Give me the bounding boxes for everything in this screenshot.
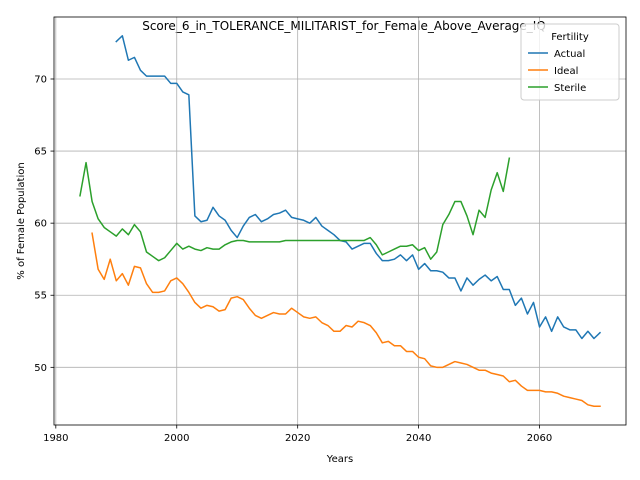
plot-frame bbox=[53, 16, 627, 426]
legend-label-ideal: Ideal bbox=[554, 66, 578, 77]
legend-label-sterile: Sterile bbox=[554, 83, 586, 94]
x-axis-label: Years bbox=[326, 454, 353, 465]
x-axis: 1980 2000 2020 2040 2060 bbox=[43, 425, 552, 444]
chart-title: Score_6_in_TOLERANCE_MILITARIST_for_Fema… bbox=[142, 19, 546, 33]
y-tick-label: 55 bbox=[34, 291, 47, 302]
y-tick-label: 65 bbox=[34, 147, 47, 158]
x-tick-label: 2020 bbox=[285, 433, 310, 444]
x-tick-label: 2060 bbox=[527, 433, 552, 444]
y-axis-label: % of Female Population bbox=[16, 162, 27, 279]
series-line-actual bbox=[115, 34, 602, 340]
series-line-sterile bbox=[79, 157, 511, 262]
legend-title: Fertility bbox=[551, 32, 589, 43]
series-layer bbox=[79, 34, 602, 408]
y-axis: 50 55 60 65 70 bbox=[34, 74, 54, 374]
x-tick-label: 2040 bbox=[406, 433, 431, 444]
y-tick-label: 50 bbox=[34, 363, 47, 374]
legend-label-actual: Actual bbox=[554, 49, 585, 60]
legend-box bbox=[520, 23, 620, 101]
legend: Fertility Actual Ideal Sterile bbox=[520, 23, 620, 101]
y-tick-label: 70 bbox=[34, 74, 47, 85]
x-tick-label: 2000 bbox=[164, 433, 189, 444]
y-tick-label: 60 bbox=[34, 219, 47, 230]
x-tick-label: 1980 bbox=[43, 433, 68, 444]
series-line-ideal bbox=[91, 232, 601, 408]
